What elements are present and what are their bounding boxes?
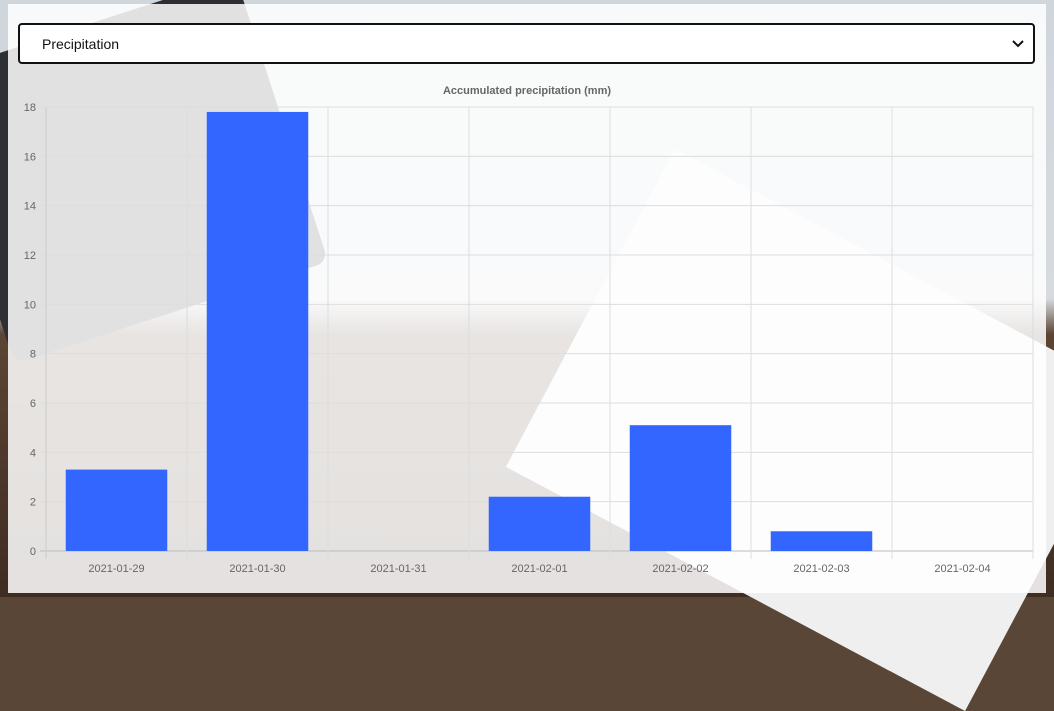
x-tick-label: 2021-02-01 (511, 563, 567, 575)
bar-2021-01-30 (206, 111, 309, 551)
y-tick-label: 10 (24, 299, 36, 311)
bar-2021-02-01 (488, 496, 591, 551)
y-tick-label: 16 (24, 151, 36, 163)
y-tick-label: 4 (30, 447, 36, 459)
chart-title: Accumulated precipitation (mm) (443, 85, 611, 97)
chevron-down-icon (1012, 40, 1024, 48)
y-tick-label: 12 (24, 250, 36, 262)
chart-panel (8, 4, 1046, 593)
y-tick-label: 8 (30, 349, 36, 361)
grid (40, 106, 1034, 559)
x-tick-label: 2021-02-04 (934, 563, 990, 575)
x-tick-label: 2021-01-29 (88, 563, 144, 575)
bar-2021-02-03 (770, 531, 873, 551)
bar-2021-02-02 (629, 425, 732, 551)
y-tick-label: 0 (30, 546, 36, 558)
y-tick-label: 18 (24, 102, 36, 114)
bar-2021-01-29 (65, 469, 168, 551)
variable-select[interactable]: Precipitation (18, 23, 1035, 64)
x-tick-label: 2021-01-30 (229, 563, 285, 575)
axes: 0 2 4 6 8 10 12 14 16 18 2021-01-29 2021-01-30 2021-… (24, 102, 991, 575)
y-tick-label: 6 (30, 398, 36, 410)
x-tick-label: 2021-01-31 (370, 563, 426, 575)
y-tick-label: 14 (24, 201, 36, 213)
precipitation-bar-chart: Accumulated precipitation (mm) 0 2 4 6 8 10 12… (24, 85, 1034, 575)
y-tick-label: 2 (30, 497, 36, 509)
bars (65, 111, 873, 551)
x-tick-label: 2021-02-02 (652, 563, 708, 575)
variable-select-value: Precipitation (42, 35, 120, 52)
x-tick-label: 2021-02-03 (793, 563, 849, 575)
